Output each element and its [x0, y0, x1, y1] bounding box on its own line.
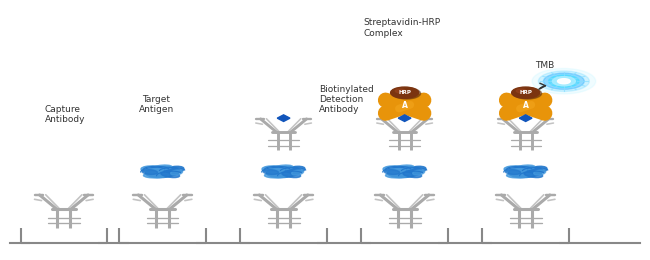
Ellipse shape — [505, 170, 521, 174]
Text: Capture
Antibody: Capture Antibody — [45, 105, 85, 125]
Text: Streptavidin-HRP
Complex: Streptavidin-HRP Complex — [363, 18, 440, 38]
Ellipse shape — [142, 170, 157, 174]
Text: A: A — [523, 101, 528, 110]
Ellipse shape — [153, 165, 172, 170]
Ellipse shape — [285, 166, 305, 174]
Ellipse shape — [266, 166, 301, 178]
Text: HRP: HRP — [519, 90, 532, 95]
Ellipse shape — [403, 172, 422, 178]
Ellipse shape — [161, 172, 179, 178]
Circle shape — [543, 73, 584, 89]
Ellipse shape — [387, 166, 422, 178]
Ellipse shape — [406, 166, 426, 174]
Text: TMB: TMB — [535, 61, 554, 70]
Circle shape — [393, 88, 421, 99]
Circle shape — [512, 87, 540, 98]
Ellipse shape — [170, 170, 183, 175]
Ellipse shape — [164, 166, 184, 174]
Ellipse shape — [534, 170, 545, 175]
Ellipse shape — [282, 172, 300, 178]
Ellipse shape — [265, 172, 290, 178]
Circle shape — [516, 89, 526, 93]
Text: Target
Antigen: Target Antigen — [138, 95, 174, 114]
Ellipse shape — [395, 165, 414, 170]
Polygon shape — [398, 115, 411, 121]
Text: HRP: HRP — [398, 90, 411, 95]
Text: Biotinylated
Detection
Antibody: Biotinylated Detection Antibody — [318, 84, 373, 114]
Ellipse shape — [516, 165, 535, 170]
Ellipse shape — [146, 166, 179, 178]
Circle shape — [549, 75, 579, 87]
Ellipse shape — [504, 166, 528, 173]
Polygon shape — [277, 115, 290, 121]
Ellipse shape — [384, 170, 400, 174]
Ellipse shape — [263, 170, 279, 174]
Circle shape — [538, 71, 590, 92]
Ellipse shape — [527, 166, 547, 174]
Ellipse shape — [383, 166, 407, 173]
Ellipse shape — [506, 172, 532, 178]
Polygon shape — [519, 115, 532, 121]
Ellipse shape — [274, 165, 293, 170]
Ellipse shape — [413, 170, 424, 175]
Ellipse shape — [385, 172, 411, 178]
Circle shape — [514, 88, 541, 99]
Circle shape — [558, 79, 570, 84]
Circle shape — [391, 87, 419, 98]
Ellipse shape — [292, 170, 304, 175]
Ellipse shape — [262, 166, 286, 173]
Ellipse shape — [508, 166, 543, 178]
Ellipse shape — [144, 172, 169, 178]
Circle shape — [552, 77, 575, 86]
Text: A: A — [402, 101, 408, 110]
Circle shape — [395, 89, 405, 93]
Ellipse shape — [141, 166, 165, 173]
Circle shape — [532, 68, 595, 94]
Ellipse shape — [524, 172, 543, 178]
